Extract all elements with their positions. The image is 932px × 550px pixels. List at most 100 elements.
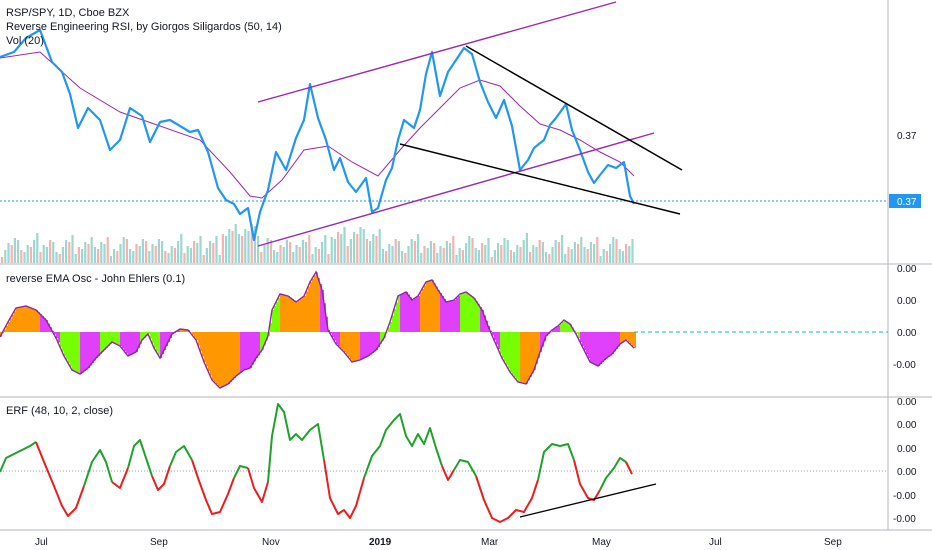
osc-bar bbox=[634, 332, 636, 348]
osc-bar bbox=[606, 332, 608, 359]
osc-bar bbox=[348, 332, 350, 357]
volume-bar bbox=[452, 236, 455, 263]
osc-bar bbox=[192, 332, 194, 335]
volume-bar bbox=[305, 242, 308, 263]
volume-bar bbox=[506, 240, 509, 263]
erf-segment bbox=[363, 413, 443, 479]
osc-bar bbox=[590, 332, 592, 362]
osc-bar bbox=[262, 332, 264, 350]
erf-segment bbox=[127, 439, 153, 477]
osc-bar bbox=[594, 332, 596, 364]
osc-bar bbox=[108, 332, 110, 346]
volume-bar bbox=[439, 246, 442, 263]
osc-bar bbox=[162, 332, 164, 354]
osc-bar bbox=[558, 326, 560, 332]
volume-bar bbox=[410, 239, 413, 263]
osc-bar bbox=[290, 297, 292, 332]
price-line bbox=[0, 28, 635, 242]
osc-bar bbox=[256, 332, 258, 358]
volume-bar bbox=[481, 243, 484, 263]
volume-bar bbox=[583, 247, 586, 263]
osc-bar bbox=[450, 301, 452, 332]
osc-bar bbox=[138, 332, 140, 348]
volume-bar bbox=[343, 227, 346, 263]
osc-bar bbox=[512, 332, 514, 375]
volume-bar bbox=[263, 245, 266, 263]
osc-bar bbox=[110, 332, 112, 344]
osc-bar bbox=[526, 332, 528, 384]
osc-bar bbox=[350, 332, 352, 360]
time-label: Jul bbox=[709, 537, 722, 548]
osc-bar bbox=[624, 332, 626, 342]
osc-bar bbox=[438, 290, 440, 332]
osc-bar bbox=[456, 298, 458, 332]
volume-bar bbox=[407, 246, 410, 263]
osc-bar bbox=[534, 332, 536, 370]
osc-bar bbox=[48, 323, 50, 332]
volume-bar bbox=[97, 249, 100, 263]
osc-bar bbox=[510, 332, 512, 372]
volume-bar bbox=[161, 241, 164, 263]
osc-bar bbox=[282, 294, 284, 332]
volume-bar bbox=[173, 248, 176, 263]
volume-bar bbox=[529, 252, 532, 263]
osc-tick: 0.00 bbox=[897, 328, 917, 339]
osc-bar bbox=[544, 332, 546, 342]
osc-bar bbox=[260, 332, 262, 353]
volume-bar bbox=[625, 244, 628, 263]
study-title: Reverse Engineering RSI, by Giorgos Sili… bbox=[6, 21, 282, 33]
volume-bar bbox=[285, 240, 288, 263]
osc-bar bbox=[94, 332, 96, 361]
volume-bar bbox=[23, 252, 26, 263]
osc-bar bbox=[96, 332, 98, 358]
osc-bar bbox=[430, 280, 432, 332]
osc-bar bbox=[492, 332, 494, 336]
osc-bar bbox=[542, 332, 544, 347]
osc-bar bbox=[234, 332, 236, 378]
osc-bar bbox=[412, 300, 414, 332]
osc-histogram bbox=[0, 270, 636, 389]
volume-bar bbox=[375, 236, 378, 263]
osc-bar bbox=[270, 323, 272, 332]
osc-bar bbox=[146, 332, 148, 336]
volume-bar bbox=[372, 234, 375, 263]
volume-bar bbox=[436, 253, 439, 263]
osc-bar bbox=[434, 283, 436, 332]
volume-bar bbox=[333, 239, 336, 263]
volume-bar bbox=[458, 248, 461, 263]
osc-bar bbox=[40, 314, 42, 332]
osc-bar bbox=[566, 321, 568, 332]
osc-bar bbox=[242, 332, 244, 372]
erf-pane-title: ERF (48, 10, 2, close) bbox=[6, 405, 113, 417]
osc-bar bbox=[314, 275, 316, 332]
erf-segment bbox=[599, 457, 627, 491]
osc-bar bbox=[82, 332, 84, 373]
osc-bar bbox=[60, 332, 62, 347]
osc-bar bbox=[98, 332, 100, 356]
osc-bar bbox=[158, 332, 160, 355]
osc-bar bbox=[508, 332, 510, 369]
volume-bar bbox=[212, 243, 215, 263]
osc-bar bbox=[266, 332, 268, 341]
volume-bar bbox=[314, 247, 317, 263]
osc-bar bbox=[546, 332, 548, 336]
osc-bar bbox=[304, 296, 306, 332]
osc-bar bbox=[22, 306, 24, 332]
osc-bar bbox=[468, 293, 470, 332]
osc-bar bbox=[568, 322, 570, 332]
osc-bar bbox=[152, 332, 154, 344]
volume-bar bbox=[189, 248, 192, 263]
volume-bar bbox=[221, 234, 224, 263]
osc-bar bbox=[340, 332, 342, 348]
volume-bar bbox=[1, 257, 4, 263]
volume-bar bbox=[519, 247, 522, 263]
osc-bar bbox=[322, 290, 324, 332]
osc-bar bbox=[496, 332, 498, 345]
volume-bar bbox=[337, 232, 340, 263]
osc-bar bbox=[602, 332, 604, 362]
osc-bar bbox=[198, 332, 200, 346]
osc-bar bbox=[10, 318, 12, 332]
volume-bar bbox=[4, 250, 7, 263]
osc-bar bbox=[86, 332, 88, 370]
erf-segment bbox=[453, 459, 477, 477]
